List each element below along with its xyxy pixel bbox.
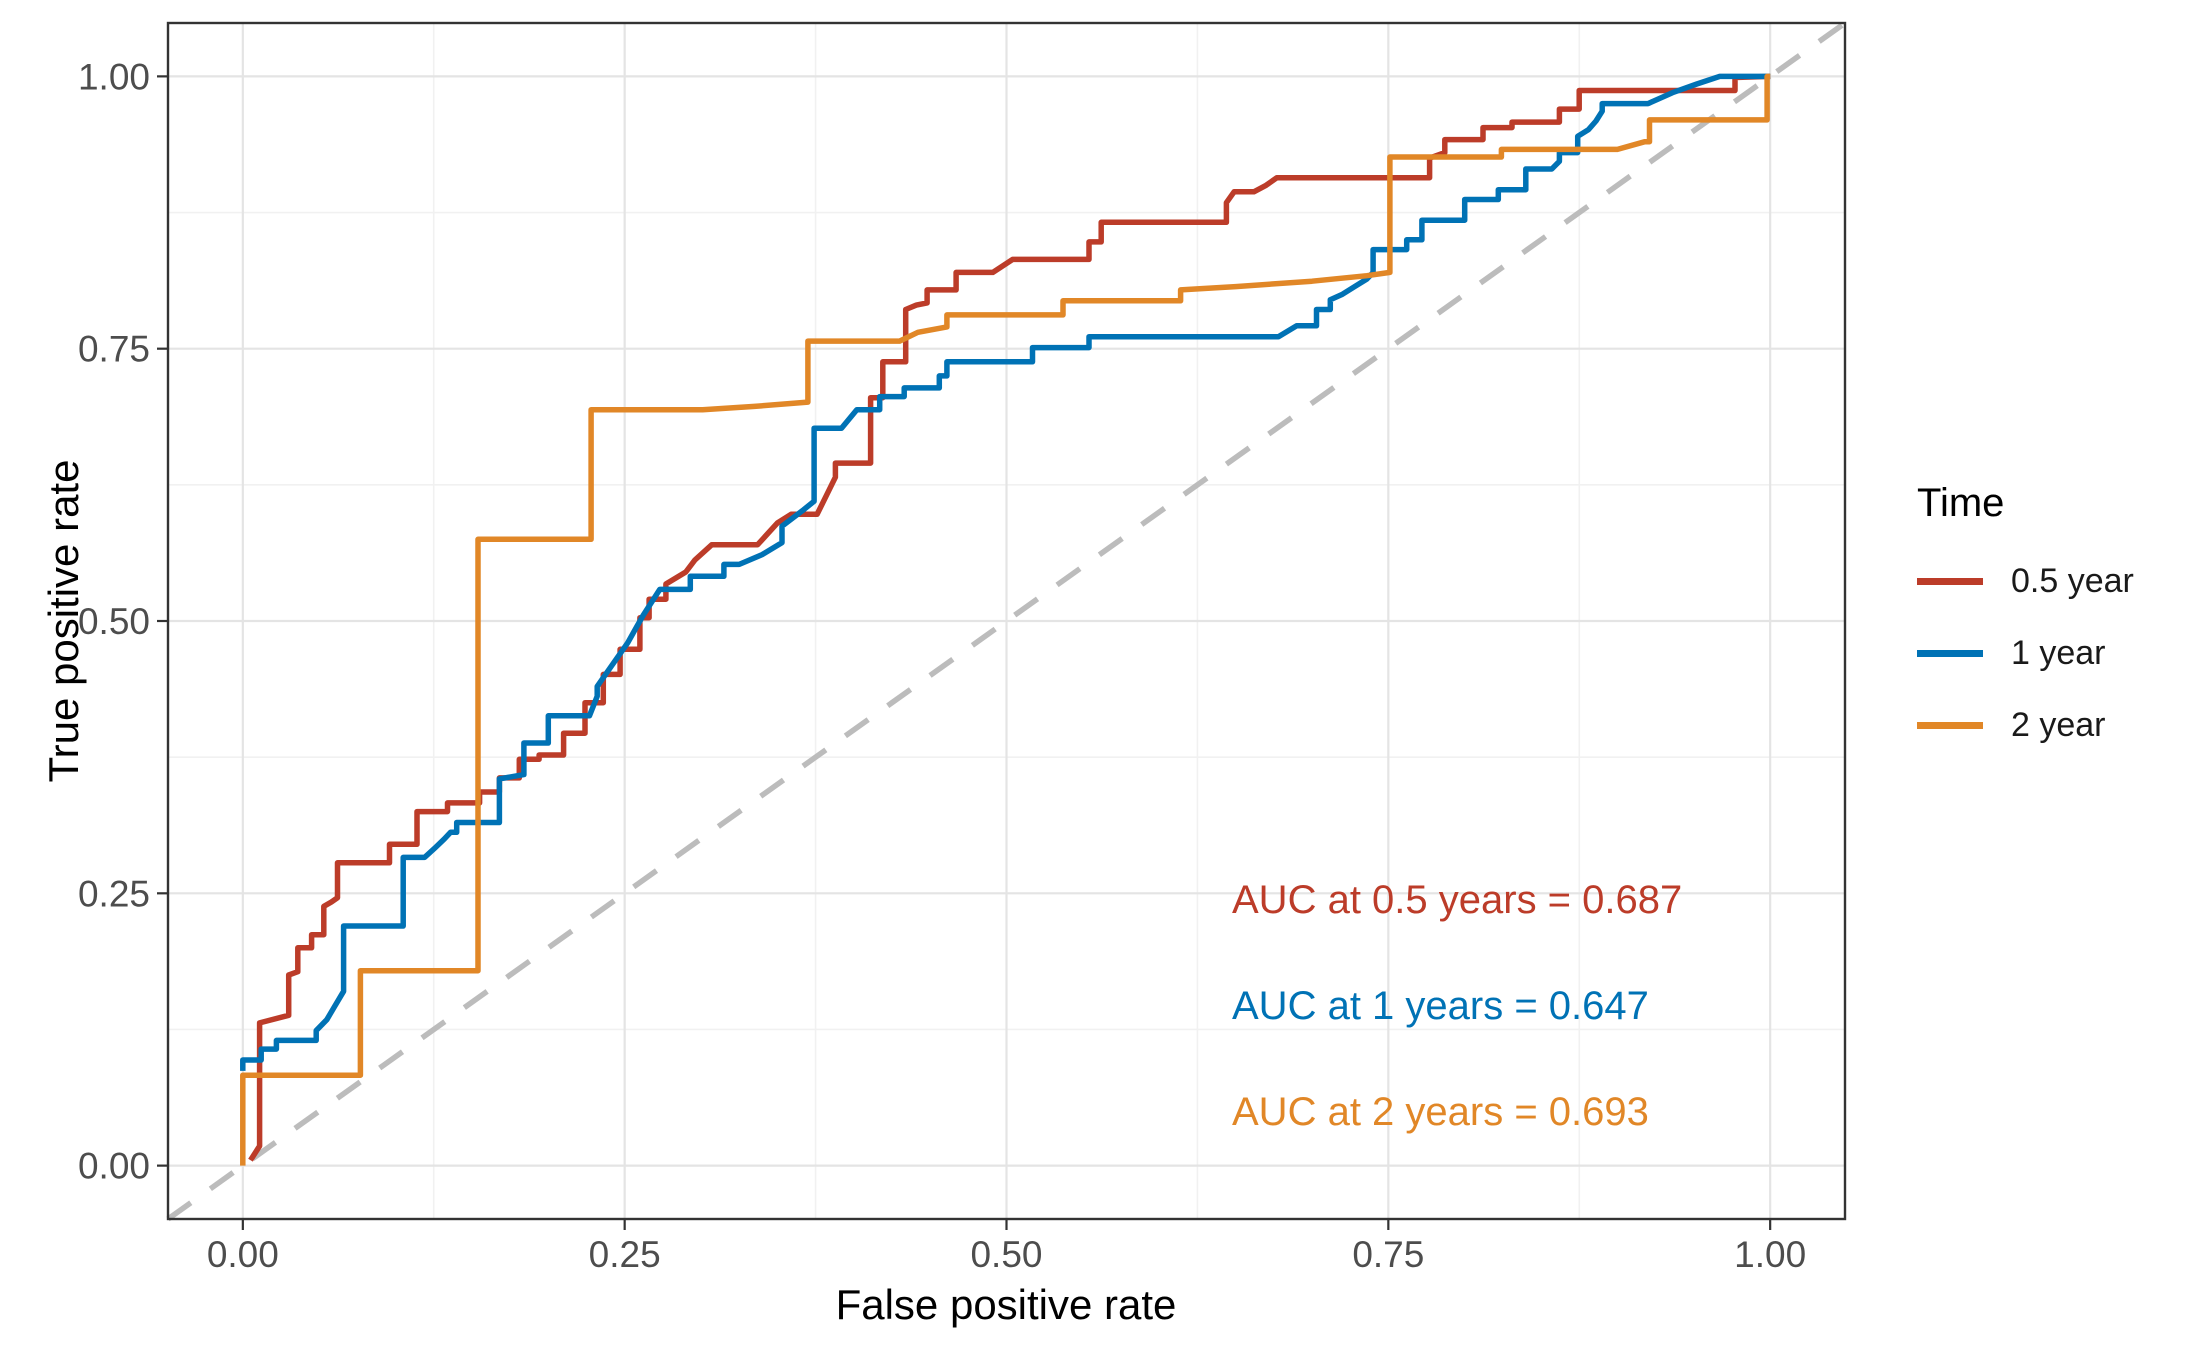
auc-annotation-1-year: AUC at 1 years = 0.647 [1232,984,1649,1028]
auc-annotation-2-year: AUC at 2 years = 0.693 [1232,1090,1649,1134]
x-tick-label: 0.00 [207,1234,279,1275]
y-tick-label: 0.25 [78,873,150,914]
roc-curve-2-year [240,73,1771,1166]
y-tick-label: 0.00 [78,1146,150,1187]
legend-label: 2 year [2011,706,2106,744]
roc-curve-0.5-year [248,73,1771,1162]
legend-item-1-year: 1 year [1917,633,2106,673]
x-tick-label: 0.25 [589,1234,661,1275]
reference-diagonal-line [166,20,1847,1222]
x-tick-label: 1.00 [1734,1234,1806,1275]
legend-item-2-year: 2 year [1917,705,2106,745]
y-axis-title: True positive rate [40,459,87,783]
x-tick-label: 0.75 [1352,1234,1424,1275]
axis-tick-labels: 0.00 0.25 0.50 0.75 1.00 0.00 0.25 0.50 0.75 1.00 [78,56,1806,1275]
axis-ticks [157,75,1772,1230]
legend-item-0.5-year: 0.5 year [1917,561,2134,601]
legend-title: Time [1917,481,2005,525]
y-tick-label: 0.50 [78,601,150,642]
x-axis-title: False positive rate [835,1281,1177,1328]
legend-key-line-2-year [1917,721,1983,729]
x-tick-label: 0.50 [970,1234,1042,1275]
grid-major [168,23,1845,1219]
roc-curve-1-year [240,73,1771,1071]
legend-key-line-1-year [1917,649,1983,657]
legend-label: 1 year [2011,634,2106,672]
auc-annotation-0.5-year: AUC at 0.5 years = 0.687 [1232,878,1683,922]
legend-key-line-0.5-year [1917,577,1983,585]
y-tick-label: 1.00 [78,56,150,97]
y-tick-label: 0.75 [78,329,150,370]
legend-label: 0.5 year [2011,562,2134,600]
